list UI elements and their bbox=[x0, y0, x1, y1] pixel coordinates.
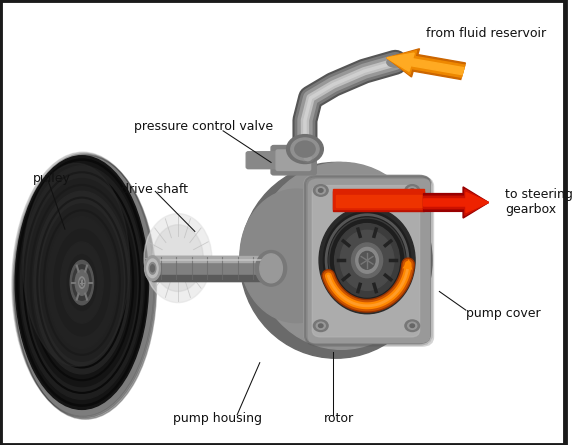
Ellipse shape bbox=[14, 155, 156, 419]
Ellipse shape bbox=[80, 279, 84, 286]
Polygon shape bbox=[314, 182, 421, 336]
Circle shape bbox=[405, 185, 419, 196]
Ellipse shape bbox=[291, 138, 319, 160]
FancyBboxPatch shape bbox=[304, 175, 431, 344]
Circle shape bbox=[318, 324, 323, 328]
Ellipse shape bbox=[324, 211, 411, 309]
Ellipse shape bbox=[13, 154, 155, 418]
FancyArrow shape bbox=[387, 49, 466, 80]
Text: pump housing: pump housing bbox=[173, 412, 262, 425]
Polygon shape bbox=[153, 256, 277, 262]
FancyBboxPatch shape bbox=[246, 152, 276, 169]
Ellipse shape bbox=[256, 251, 287, 286]
Ellipse shape bbox=[150, 265, 154, 272]
Ellipse shape bbox=[40, 204, 123, 361]
Circle shape bbox=[410, 189, 415, 192]
Ellipse shape bbox=[254, 162, 429, 349]
Ellipse shape bbox=[73, 265, 91, 300]
FancyArrow shape bbox=[424, 187, 488, 218]
FancyBboxPatch shape bbox=[271, 146, 316, 175]
Polygon shape bbox=[333, 189, 424, 209]
Text: pump cover: pump cover bbox=[466, 307, 541, 320]
Ellipse shape bbox=[352, 243, 383, 278]
Ellipse shape bbox=[147, 259, 158, 278]
Ellipse shape bbox=[335, 224, 400, 297]
FancyArrow shape bbox=[387, 53, 464, 75]
Circle shape bbox=[408, 187, 417, 194]
Text: to steering
gearbox: to steering gearbox bbox=[505, 189, 573, 216]
Ellipse shape bbox=[47, 217, 116, 348]
Ellipse shape bbox=[153, 225, 204, 291]
Polygon shape bbox=[336, 195, 422, 207]
Circle shape bbox=[316, 322, 325, 329]
Text: rotor: rotor bbox=[324, 412, 354, 425]
Circle shape bbox=[304, 155, 311, 161]
Ellipse shape bbox=[240, 189, 353, 323]
FancyArrow shape bbox=[424, 190, 488, 215]
Ellipse shape bbox=[287, 135, 324, 164]
Ellipse shape bbox=[23, 163, 129, 366]
Ellipse shape bbox=[67, 255, 97, 311]
Ellipse shape bbox=[27, 178, 136, 387]
Ellipse shape bbox=[61, 242, 103, 323]
Circle shape bbox=[302, 154, 314, 162]
Ellipse shape bbox=[144, 214, 212, 303]
Text: pulley: pulley bbox=[33, 171, 71, 185]
Ellipse shape bbox=[75, 270, 88, 295]
Polygon shape bbox=[153, 256, 277, 281]
Text: from fluid reservoir: from fluid reservoir bbox=[426, 27, 546, 40]
Ellipse shape bbox=[260, 254, 283, 283]
Ellipse shape bbox=[340, 231, 394, 291]
Circle shape bbox=[316, 187, 325, 194]
Circle shape bbox=[314, 320, 328, 332]
FancyBboxPatch shape bbox=[312, 186, 419, 337]
Ellipse shape bbox=[359, 251, 375, 269]
Ellipse shape bbox=[34, 191, 130, 374]
FancyArrow shape bbox=[387, 51, 465, 77]
Ellipse shape bbox=[20, 166, 143, 399]
Circle shape bbox=[314, 185, 328, 196]
Text: drive shaft: drive shaft bbox=[122, 182, 188, 196]
Polygon shape bbox=[153, 275, 277, 281]
FancyBboxPatch shape bbox=[276, 150, 311, 170]
Ellipse shape bbox=[387, 57, 404, 67]
Ellipse shape bbox=[70, 260, 94, 305]
Ellipse shape bbox=[356, 247, 378, 273]
Ellipse shape bbox=[240, 162, 432, 358]
Ellipse shape bbox=[79, 277, 85, 288]
Ellipse shape bbox=[295, 141, 315, 157]
Text: pressure control valve: pressure control valve bbox=[134, 120, 273, 134]
Circle shape bbox=[410, 324, 415, 328]
Ellipse shape bbox=[149, 263, 156, 274]
Ellipse shape bbox=[54, 229, 110, 336]
Ellipse shape bbox=[144, 256, 160, 281]
Circle shape bbox=[405, 320, 419, 332]
Circle shape bbox=[318, 189, 323, 192]
Ellipse shape bbox=[15, 156, 149, 409]
Ellipse shape bbox=[297, 180, 410, 305]
Ellipse shape bbox=[12, 152, 154, 417]
FancyArrow shape bbox=[424, 192, 488, 212]
Polygon shape bbox=[333, 191, 424, 211]
Circle shape bbox=[408, 322, 417, 329]
Ellipse shape bbox=[319, 207, 415, 314]
